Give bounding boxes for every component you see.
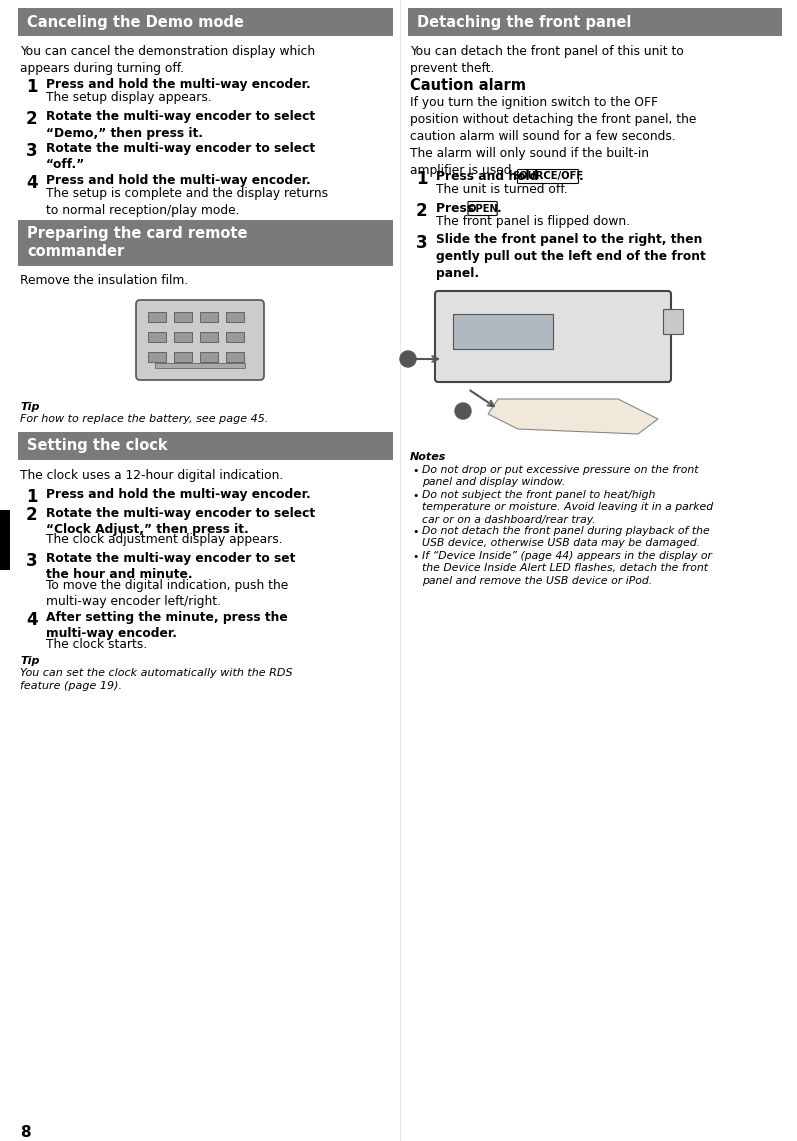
Bar (226, 353, 244, 362)
Bar (200, 353, 218, 362)
Text: Press and hold the multi-way encoder.: Press and hold the multi-way encoder. (46, 488, 311, 501)
Bar (174, 353, 192, 362)
Circle shape (455, 403, 471, 419)
Text: •: • (412, 491, 418, 501)
Bar (18, 8, 393, 37)
Text: To move the digital indication, push the
multi-way encoder left/right.: To move the digital indication, push the… (46, 578, 289, 608)
Text: 1: 1 (405, 354, 411, 364)
Text: Press and hold: Press and hold (436, 170, 543, 183)
Text: For how to replace the battery, see page 45.: For how to replace the battery, see page… (20, 414, 269, 424)
Text: Press: Press (436, 202, 478, 215)
Text: 3: 3 (26, 552, 37, 570)
Bar (148, 332, 166, 342)
Text: The clock starts.: The clock starts. (46, 638, 147, 652)
Text: 2: 2 (416, 202, 428, 219)
Text: You can cancel the demonstration display which
appears during turning off.: You can cancel the demonstration display… (20, 44, 315, 75)
Text: Preparing the card remote
commander: Preparing the card remote commander (27, 226, 248, 259)
Text: 3: 3 (26, 141, 37, 160)
Text: If “Device Inside” (page 44) appears in the display or
the Device Inside Alert L: If “Device Inside” (page 44) appears in … (422, 551, 712, 585)
Text: 4: 4 (26, 173, 37, 192)
Text: 2: 2 (26, 110, 37, 128)
Text: 3: 3 (416, 234, 428, 251)
Text: Press and hold the multi-way encoder.: Press and hold the multi-way encoder. (46, 78, 311, 91)
Text: Canceling the Demo mode: Canceling the Demo mode (27, 15, 244, 30)
Text: 2: 2 (460, 406, 466, 416)
Bar (174, 332, 192, 342)
Text: Remove the insulation film.: Remove the insulation film. (20, 275, 188, 288)
Text: 8: 8 (20, 1125, 30, 1140)
Text: Rotate the multi-way encoder to select
“Demo,” then press it.: Rotate the multi-way encoder to select “… (46, 110, 315, 139)
Text: •: • (412, 466, 418, 476)
Text: SOURCE/OFF: SOURCE/OFF (512, 171, 583, 181)
Text: Do not detach the front panel during playback of the
USB device, otherwise USB d: Do not detach the front panel during pla… (422, 526, 710, 549)
Text: You can detach the front panel of this unit to
prevent theft.: You can detach the front panel of this u… (410, 44, 684, 75)
Bar (200, 311, 218, 322)
Text: The setup display appears.: The setup display appears. (46, 91, 212, 105)
Text: The clock adjustment display appears.: The clock adjustment display appears. (46, 534, 283, 547)
Text: The clock uses a 12-hour digital indication.: The clock uses a 12-hour digital indicat… (20, 469, 283, 482)
Text: 1: 1 (416, 170, 427, 187)
Circle shape (400, 351, 416, 367)
Bar (0, 510, 10, 570)
Text: Rotate the multi-way encoder to select
“Clock Adjust,” then press it.: Rotate the multi-way encoder to select “… (46, 507, 315, 536)
Text: •: • (412, 552, 418, 563)
Text: Caution alarm: Caution alarm (410, 78, 526, 94)
Text: 1: 1 (26, 78, 37, 96)
Text: Notes: Notes (410, 452, 446, 462)
Bar (174, 311, 192, 322)
FancyBboxPatch shape (517, 170, 579, 184)
Text: Do not subject the front panel to heat/high
temperature or moisture. Avoid leavi: Do not subject the front panel to heat/h… (422, 489, 713, 525)
Text: Slide the front panel to the right, then
gently pull out the left end of the fro: Slide the front panel to the right, then… (436, 234, 706, 280)
FancyBboxPatch shape (435, 291, 671, 382)
Text: OPEN: OPEN (467, 203, 498, 213)
Bar (18, 431, 393, 460)
Text: 4: 4 (26, 610, 37, 629)
Bar (155, 363, 245, 369)
Bar (18, 219, 393, 266)
Polygon shape (488, 399, 658, 434)
Text: Rotate the multi-way encoder to select
“off.”: Rotate the multi-way encoder to select “… (46, 141, 315, 171)
Text: You can set the clock automatically with the RDS
feature (page 19).: You can set the clock automatically with… (20, 669, 292, 691)
Bar (148, 311, 166, 322)
FancyBboxPatch shape (468, 202, 497, 216)
Bar (200, 332, 218, 342)
Bar (226, 311, 244, 322)
Bar (663, 309, 683, 334)
Text: If you turn the ignition switch to the OFF
position without detaching the front : If you turn the ignition switch to the O… (410, 96, 697, 177)
Text: Press and hold the multi-way encoder.: Press and hold the multi-way encoder. (46, 173, 311, 187)
FancyBboxPatch shape (136, 300, 264, 380)
Text: .: . (497, 202, 502, 215)
Bar (408, 8, 782, 37)
Text: Rotate the multi-way encoder to set
the hour and minute.: Rotate the multi-way encoder to set the … (46, 552, 296, 582)
Text: The front panel is flipped down.: The front panel is flipped down. (436, 215, 630, 228)
Text: Tip: Tip (20, 656, 40, 666)
Text: The unit is turned off.: The unit is turned off. (436, 183, 567, 196)
Text: Do not drop or put excessive pressure on the front
panel and display window.: Do not drop or put excessive pressure on… (422, 466, 698, 487)
Text: .: . (579, 170, 583, 183)
Text: 2: 2 (26, 507, 37, 525)
Text: Detaching the front panel: Detaching the front panel (417, 15, 631, 30)
Bar (226, 332, 244, 342)
Text: •: • (412, 527, 418, 537)
Bar (453, 314, 553, 349)
Bar (148, 353, 166, 362)
Text: Tip: Tip (20, 402, 40, 412)
Text: 1: 1 (26, 488, 37, 505)
Text: Setting the clock: Setting the clock (27, 438, 167, 453)
Text: After setting the minute, press the
multi-way encoder.: After setting the minute, press the mult… (46, 610, 288, 640)
Text: The setup is complete and the display returns
to normal reception/play mode.: The setup is complete and the display re… (46, 187, 328, 217)
